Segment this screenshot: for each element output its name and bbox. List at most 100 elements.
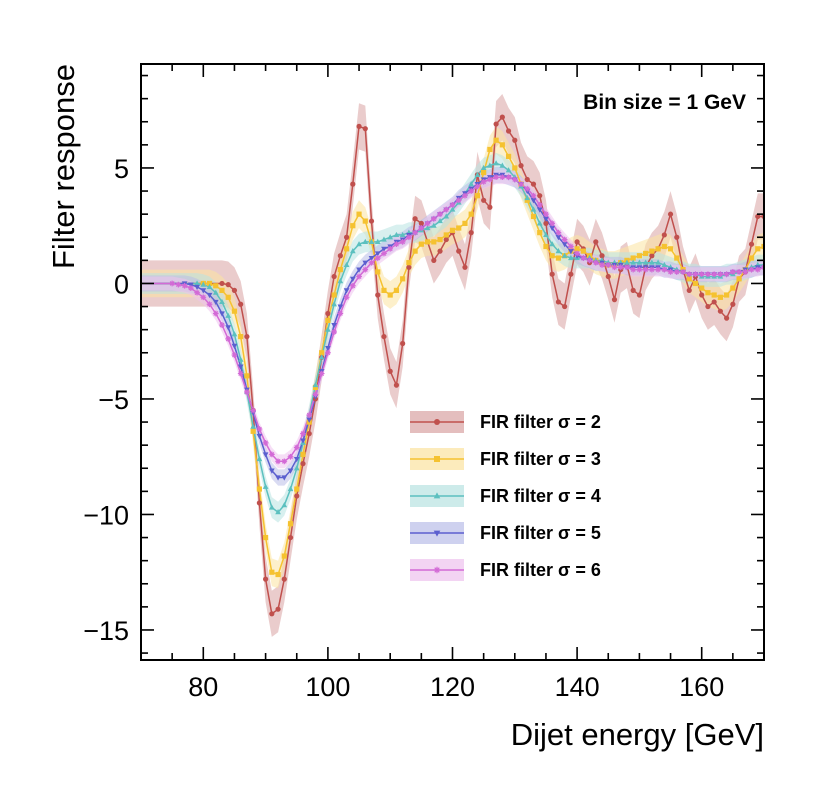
series-2-point [412, 248, 418, 254]
y-tick-label: −15 [83, 616, 129, 646]
series-5-point [574, 250, 580, 257]
legend-marker-5 [433, 566, 441, 574]
series-4-point [275, 475, 281, 481]
series-3-point [268, 504, 275, 510]
series-1-point [325, 310, 331, 317]
series-3-point [636, 259, 643, 265]
series-1-point [593, 239, 599, 245]
series-4-point [231, 343, 238, 349]
series-3-point [331, 301, 337, 307]
series-5-point [736, 269, 742, 275]
series-5-point [661, 266, 668, 273]
series-1-point [505, 128, 512, 134]
x-tick-label: 160 [679, 672, 724, 702]
series-5-point [518, 181, 524, 187]
series-1-point [343, 234, 350, 240]
series-4-point [331, 322, 337, 329]
series-4-point [374, 251, 381, 257]
series-5-point [680, 269, 686, 275]
series-2-point [574, 246, 580, 252]
series-4-point [281, 475, 288, 481]
series-4-point [530, 198, 537, 204]
series-1-point [418, 220, 424, 226]
series-2-point [387, 292, 393, 298]
series-5-point [717, 271, 724, 278]
series-2-point [356, 211, 362, 217]
series-1-point [661, 232, 667, 238]
series-1-point [537, 193, 543, 199]
series-1-line [141, 115, 764, 616]
series-4-point [300, 438, 306, 444]
series-5-point [605, 262, 612, 268]
series-3-point [212, 289, 219, 295]
series-5-point [306, 412, 313, 418]
series-3-point [443, 213, 450, 219]
series-3-point [661, 261, 668, 268]
series-2-point [493, 137, 499, 143]
series-1-point [393, 382, 400, 388]
series-5-point [181, 282, 188, 289]
series-1-point [263, 576, 269, 582]
series-1-point [574, 239, 580, 245]
series-5-point [711, 271, 718, 278]
series-2-point [213, 283, 219, 289]
series-5-point [493, 174, 499, 181]
series-4-point [343, 288, 350, 294]
y-tick-label: −10 [83, 500, 129, 530]
series-5-point [642, 266, 649, 273]
series-1-point [412, 216, 418, 222]
legend-marker-1 [434, 419, 440, 425]
series-2-point [474, 193, 481, 199]
series-4-point [561, 242, 568, 248]
series-5-point [449, 202, 456, 208]
series-5-point [412, 229, 418, 236]
series-1-point [400, 340, 406, 347]
series-3-point [524, 194, 531, 201]
series-3-point [499, 162, 506, 168]
series-2-point [231, 308, 238, 314]
series-2-point [219, 287, 225, 293]
series-4-point [543, 216, 549, 222]
series-1-point [686, 287, 692, 293]
series-3-point [430, 222, 437, 228]
series-3-point [642, 259, 649, 265]
series-3-point [655, 259, 661, 265]
series-2-point [755, 246, 761, 252]
series-2-point [300, 451, 306, 458]
series-4-point [194, 284, 200, 291]
series-3-point [381, 236, 387, 242]
series-5-point [200, 294, 207, 301]
series-2-point [418, 241, 424, 247]
series-5-point [617, 264, 624, 271]
series-5-point [692, 271, 699, 278]
series-2-point [269, 569, 275, 575]
series-5-point [331, 329, 337, 335]
series-5-point [549, 220, 556, 227]
series-2-point [443, 232, 449, 238]
series-4-point [219, 311, 225, 317]
series-2-point [487, 146, 493, 153]
legend: FIR filter σ = 2 FIR filter σ = 3 FIR filt… [410, 411, 601, 581]
series-3-point [480, 164, 487, 171]
series-3-point [630, 259, 637, 265]
series-1-point [481, 197, 487, 203]
series-1-point [562, 303, 568, 310]
series-2-point [717, 294, 723, 300]
series-1-point [499, 114, 505, 120]
series-3-point [194, 280, 200, 286]
series-1-point [287, 534, 294, 541]
series-5-point [256, 426, 263, 432]
series-3-point [262, 483, 269, 489]
series-1-point [748, 241, 755, 247]
series-4-point [306, 417, 313, 423]
series-1-point [555, 299, 562, 305]
series-5-point [530, 192, 537, 199]
series-4-point [555, 235, 562, 241]
series-5-point [250, 407, 256, 414]
series-1-point [699, 292, 705, 298]
series-5-point [468, 188, 475, 194]
legend-marker-4 [433, 530, 441, 537]
series-2-point [512, 165, 518, 171]
series-1-point [493, 121, 499, 127]
series-5-point [387, 245, 394, 252]
